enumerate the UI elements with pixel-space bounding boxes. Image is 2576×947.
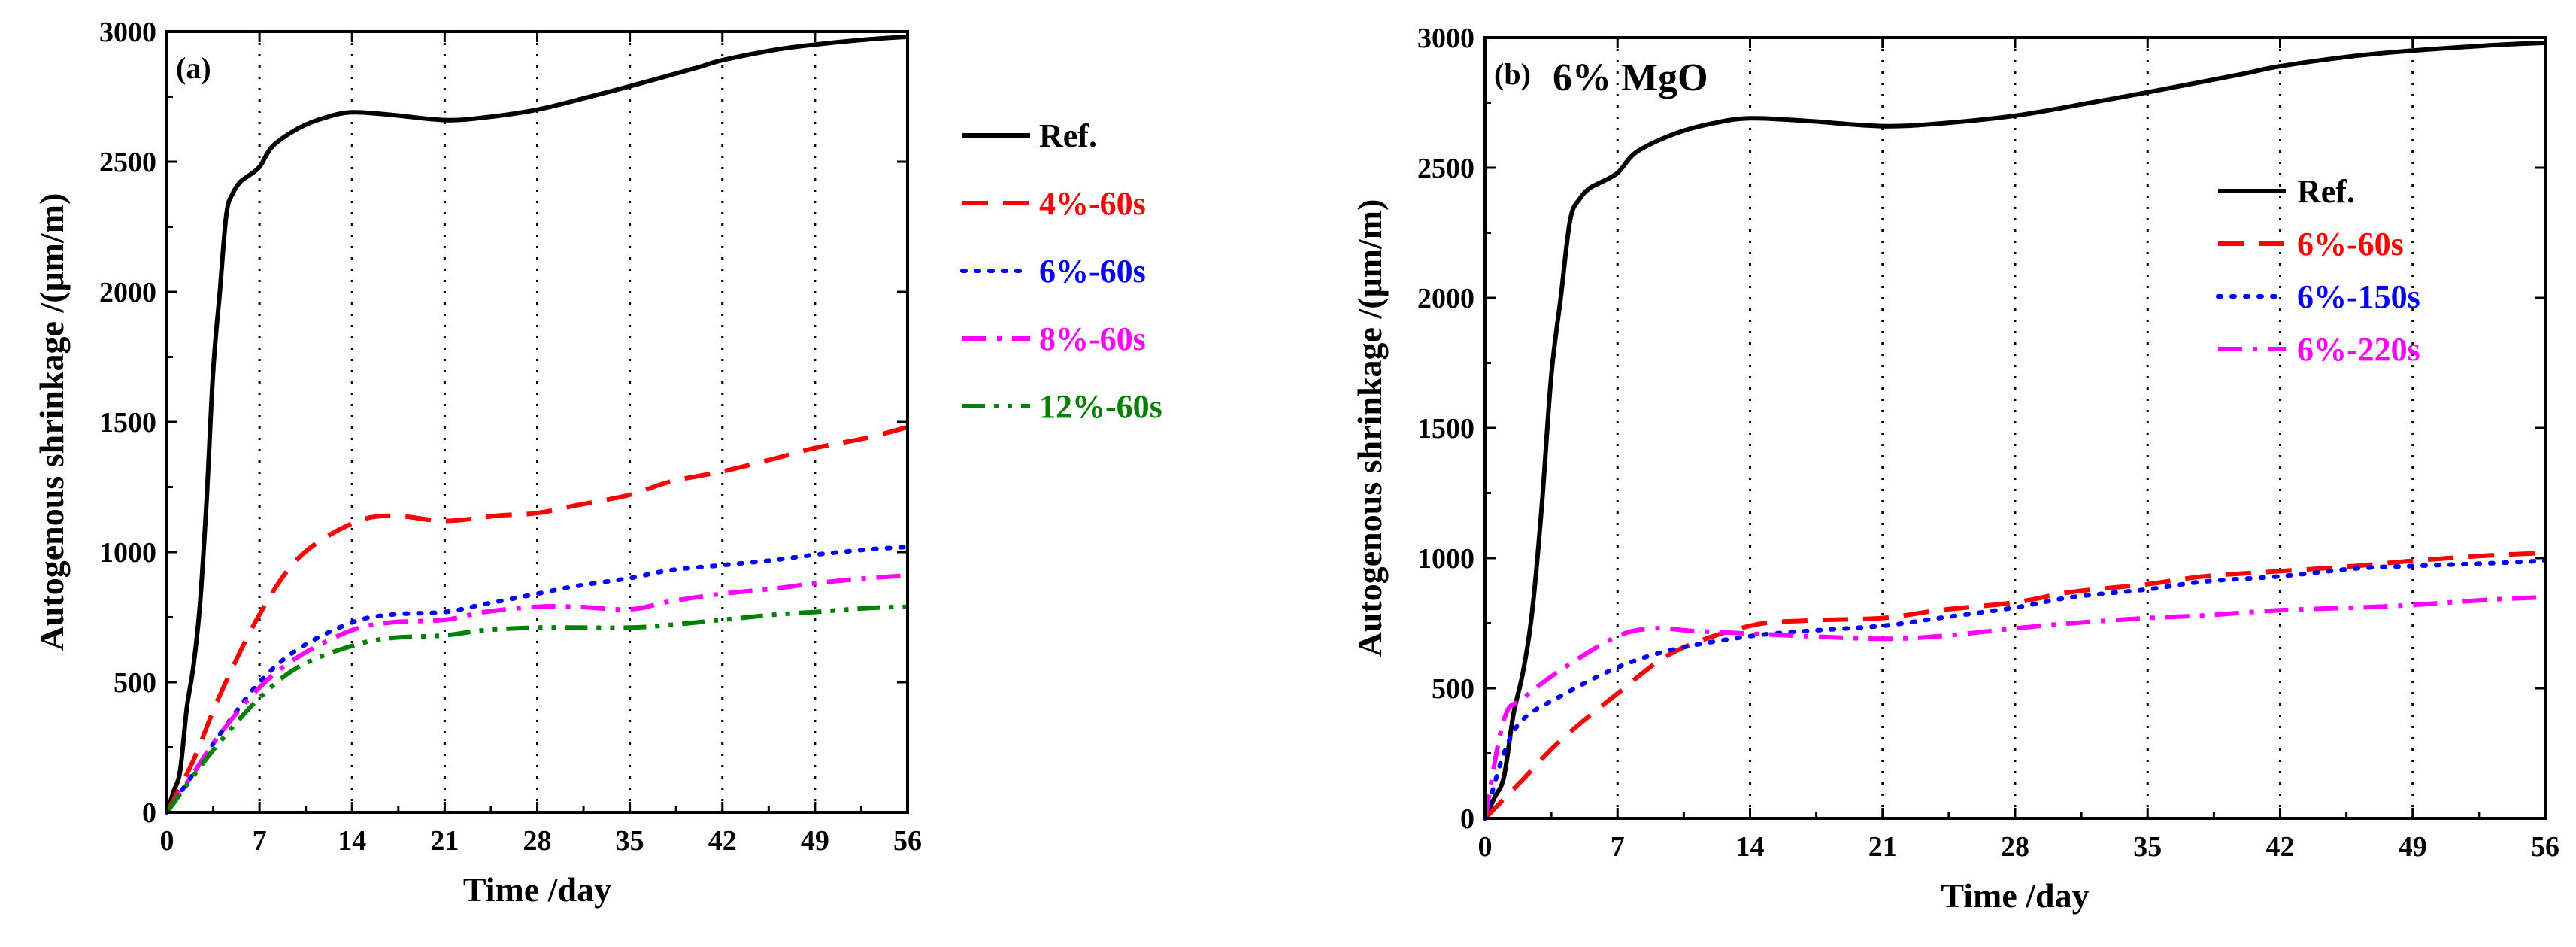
x-tick-label: 0 bbox=[160, 825, 174, 857]
y-tick-label: 1500 bbox=[1417, 413, 1474, 445]
y-tick-label: 2000 bbox=[1417, 283, 1474, 314]
y-axis-label: Autogenous shrinkage /(μm/m) bbox=[32, 193, 71, 651]
series-line-8-60s bbox=[165, 573, 908, 814]
panel-label: (b) bbox=[1494, 57, 1531, 91]
series-line-ref bbox=[165, 34, 908, 813]
panel-label: (a) bbox=[176, 51, 211, 85]
x-tick-label: 7 bbox=[1611, 831, 1625, 863]
x-tick-label: 28 bbox=[2001, 831, 2029, 863]
x-tick-label: 14 bbox=[1736, 831, 1765, 863]
chart-panel-b: 0 7 14 21 28 35 42 49 56 0 500 1000 1500 2000 2500 3000… bbox=[1350, 23, 2559, 915]
x-tick-label: 14 bbox=[338, 825, 366, 857]
x-tick-label: 42 bbox=[708, 825, 737, 857]
legend-label: Ref. bbox=[2297, 173, 2355, 210]
x-tick-label: 35 bbox=[616, 825, 644, 857]
x-tick-label: 0 bbox=[1478, 831, 1493, 863]
x-tick-label: 56 bbox=[2531, 831, 2559, 863]
legend-label: 8%-60s bbox=[1039, 320, 1146, 357]
y-tick-label: 3000 bbox=[1417, 23, 1474, 54]
x-tick-label: 35 bbox=[2133, 831, 2162, 863]
y-tick-label: 500 bbox=[1432, 673, 1474, 705]
series-line-6-60s bbox=[165, 545, 910, 815]
x-tick-label: 21 bbox=[430, 825, 459, 857]
series-line-ref bbox=[1483, 40, 2546, 820]
y-tick-label: 1500 bbox=[99, 407, 156, 439]
series-line-6-60s bbox=[1483, 551, 2546, 821]
y-tick-label: 1000 bbox=[99, 537, 156, 569]
y-tick-label: 3000 bbox=[99, 17, 156, 48]
y-tick-label: 2000 bbox=[99, 277, 156, 308]
panel-annotation: 6% MgO bbox=[1553, 56, 1708, 99]
y-axis-label: Autogenous shrinkage /(μm/m) bbox=[1350, 199, 1389, 657]
legend-label: 6%-60s bbox=[1039, 253, 1146, 290]
x-tick-label: 7 bbox=[253, 825, 267, 857]
x-axis-label: Time /day bbox=[463, 870, 611, 909]
legend-label: 6%-220s bbox=[2297, 331, 2420, 368]
x-tick-label: 21 bbox=[1868, 831, 1897, 863]
x-axis-label: Time /day bbox=[1941, 876, 2089, 915]
series-line-12-60s bbox=[165, 604, 908, 814]
x-tick-label: 28 bbox=[523, 825, 552, 857]
y-tick-label: 500 bbox=[114, 667, 156, 699]
x-tick-label: 56 bbox=[893, 825, 922, 857]
y-tick-label: 2500 bbox=[99, 147, 156, 178]
series-line-4-60s bbox=[165, 424, 908, 814]
series-line-6-220s bbox=[1483, 594, 2546, 819]
y-tick-label: 2500 bbox=[1417, 153, 1474, 184]
legend-label: 6%-60s bbox=[2297, 226, 2404, 263]
y-tick-label: 0 bbox=[142, 797, 156, 829]
legend-label: 12%-60s bbox=[1039, 388, 1162, 425]
legend-label: Ref. bbox=[1039, 117, 1097, 154]
x-tick-label: 49 bbox=[801, 825, 829, 857]
y-tick-label: 1000 bbox=[1417, 543, 1474, 575]
x-tick-label: 42 bbox=[2266, 831, 2295, 863]
y-tick-label: 0 bbox=[1460, 803, 1474, 835]
chart-panel-a: 0 7 14 21 28 35 42 49 56 0 500 1000 1500 2000 2500 3000… bbox=[32, 17, 1162, 909]
legend-label: 6%-150s bbox=[2297, 278, 2420, 315]
legend-label: 4%-60s bbox=[1039, 185, 1146, 222]
x-tick-label: 49 bbox=[2399, 831, 2427, 863]
series-line-6-150s bbox=[1483, 558, 2547, 821]
